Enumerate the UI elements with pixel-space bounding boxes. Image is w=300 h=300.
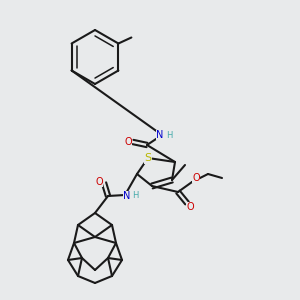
Text: S: S: [144, 153, 152, 163]
Text: O: O: [186, 202, 194, 212]
Text: H: H: [132, 191, 138, 200]
Text: N: N: [156, 130, 164, 140]
Text: O: O: [124, 137, 132, 147]
Text: H: H: [166, 130, 172, 140]
Text: O: O: [192, 173, 200, 183]
Text: N: N: [123, 191, 131, 201]
Text: O: O: [95, 177, 103, 187]
